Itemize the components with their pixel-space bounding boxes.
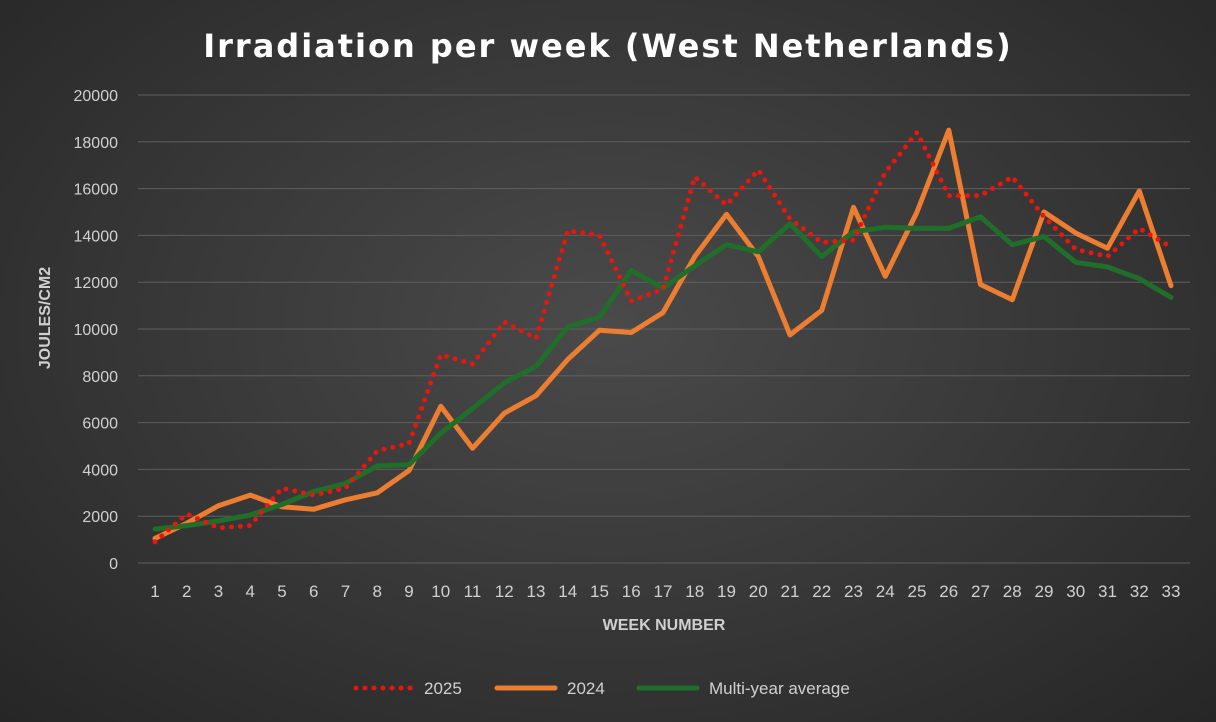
x-tick-label: 32 (1130, 582, 1149, 601)
x-tick-label: 26 (939, 582, 958, 601)
x-tick-label: 8 (373, 582, 382, 601)
x-tick-label: 23 (844, 582, 863, 601)
x-tick-label: 11 (464, 582, 482, 601)
y-tick-label: 18000 (74, 135, 119, 152)
y-tick-label: 20000 (74, 88, 119, 105)
x-tick-label: 16 (622, 582, 641, 601)
y-tick-label: 10000 (74, 322, 119, 339)
y-tick-label: 6000 (82, 416, 118, 433)
grid-lines (138, 94, 1190, 564)
series-lines (152, 127, 1174, 545)
x-tick-label: 29 (1035, 582, 1054, 601)
y-tick-label: 4000 (82, 462, 118, 479)
x-tick-label: 20 (749, 582, 768, 601)
x-axis-ticks: 1 2 3 4 5 6 7 8 9 10 11 12 13 14 15 16 17 18 19 20 21 22 23 24 2… (150, 582, 1180, 601)
x-tick-label: 24 (876, 582, 895, 601)
series-line-2024 (152, 127, 1174, 541)
x-axis-label: WEEK NUMBER (603, 617, 726, 634)
x-tick-label: 6 (309, 582, 318, 601)
y-tick-label: 2000 (82, 509, 118, 526)
series-line-2025 (152, 129, 1174, 545)
legend-label-2025: 2025 (424, 679, 462, 698)
x-tick-label: 10 (431, 582, 450, 601)
x-tick-label: 17 (654, 582, 673, 601)
x-tick-label: 5 (277, 582, 286, 601)
y-tick-label: 14000 (74, 228, 119, 245)
x-tick-label: 14 (558, 582, 577, 601)
x-tick-label: 27 (971, 582, 990, 601)
x-tick-label: 28 (1003, 582, 1022, 601)
series-line-multi-year-average (152, 214, 1174, 532)
y-tick-label: 12000 (74, 275, 119, 292)
x-tick-label: 22 (812, 582, 831, 601)
x-tick-label: 30 (1066, 582, 1085, 601)
x-tick-label: 9 (404, 582, 413, 601)
x-tick-label: 21 (781, 582, 800, 601)
y-axis-ticks: 0 2000 4000 6000 8000 10000 12000 14000 16000 180… (74, 88, 119, 573)
y-tick-label: 16000 (74, 182, 119, 199)
x-tick-label: 7 (341, 582, 350, 601)
x-tick-label: 19 (717, 582, 736, 601)
legend: 2025 2024 Multi-year average (353, 679, 850, 698)
x-tick-label: 15 (590, 582, 609, 601)
chart-title: Irradiation per week (West Netherlands) (203, 27, 1013, 65)
y-axis-label: JOULES/CM2 (37, 267, 54, 369)
legend-label-2024: 2024 (567, 679, 605, 698)
legend-label-multi-year-average: Multi-year average (709, 679, 850, 698)
x-tick-label: 18 (685, 582, 704, 601)
x-tick-label: 31 (1098, 582, 1117, 601)
x-tick-label: 3 (214, 582, 223, 601)
x-tick-label: 12 (495, 582, 514, 601)
y-tick-label: 8000 (82, 369, 118, 386)
x-tick-label: 13 (527, 582, 546, 601)
x-tick-label: 33 (1162, 582, 1181, 601)
x-tick-label: 1 (150, 582, 159, 601)
y-tick-label: 0 (109, 556, 118, 573)
x-tick-label: 25 (908, 582, 927, 601)
x-tick-label: 2 (182, 582, 191, 601)
x-tick-label: 4 (246, 582, 255, 601)
